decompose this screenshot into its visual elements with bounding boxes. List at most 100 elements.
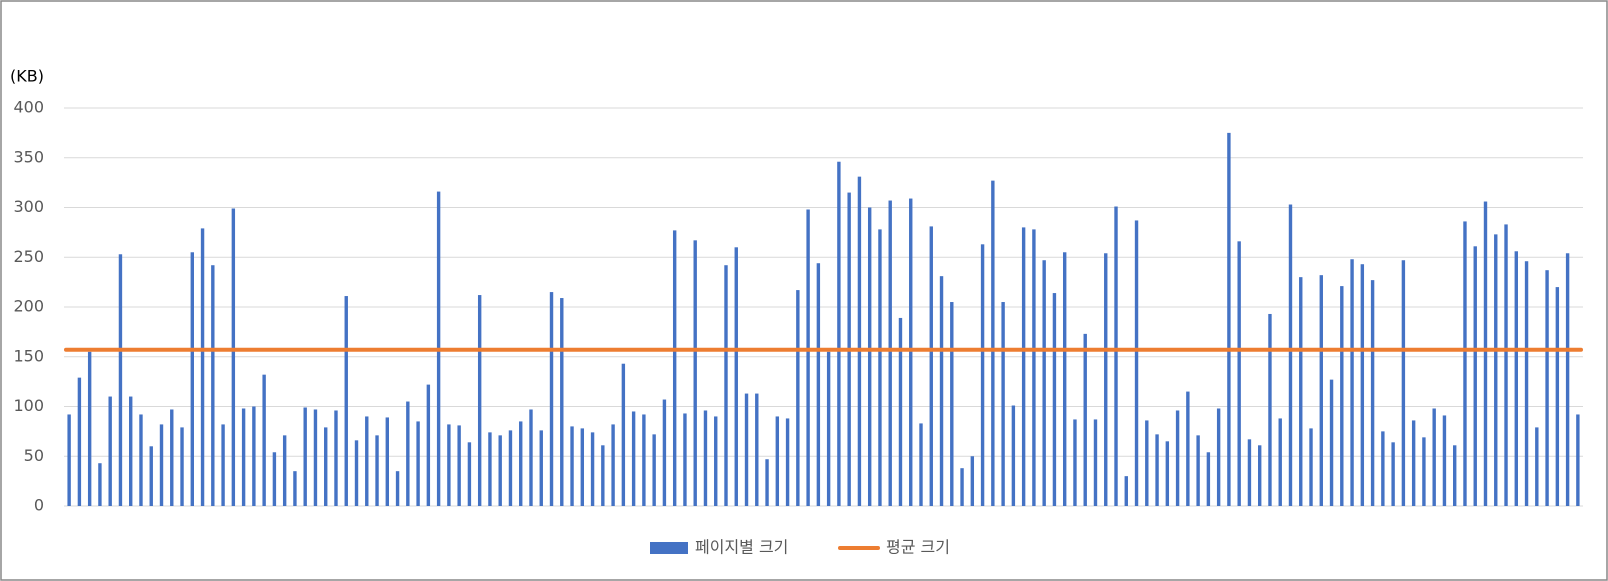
- bar: [354, 440, 359, 506]
- bar: [929, 226, 933, 506]
- bar: [447, 424, 451, 506]
- bar: [1114, 206, 1118, 506]
- bar: [683, 413, 687, 506]
- y-tick-label: 150: [13, 346, 44, 365]
- bar: [272, 452, 277, 506]
- bar: [118, 254, 123, 506]
- y-tick-label: 250: [13, 247, 44, 266]
- bar: [960, 468, 964, 506]
- bar: [939, 276, 944, 506]
- bar: [159, 424, 164, 506]
- bar: [324, 427, 328, 506]
- bar: [221, 424, 225, 506]
- bar: [1216, 408, 1221, 506]
- bar: [1052, 293, 1057, 506]
- bar: [1083, 333, 1087, 506]
- bar: [1524, 261, 1529, 506]
- bar: [457, 425, 461, 506]
- bar: [231, 208, 236, 506]
- bar: [570, 426, 574, 506]
- bar: [67, 414, 71, 506]
- bar: [1093, 419, 1098, 506]
- bar: [775, 416, 780, 506]
- bar: [857, 176, 862, 506]
- bar: [426, 384, 431, 506]
- bar: [1340, 286, 1344, 506]
- bar: [539, 430, 543, 506]
- bar: [724, 265, 728, 506]
- bar: [1011, 405, 1016, 506]
- y-tick-label: 400: [13, 98, 44, 117]
- bar: [477, 295, 482, 506]
- bar: [98, 463, 102, 506]
- bar: [867, 207, 872, 506]
- bar: [1278, 418, 1282, 506]
- bar: [560, 298, 564, 506]
- bar: [1350, 259, 1354, 506]
- bar: [170, 409, 174, 506]
- legend-swatch: [650, 542, 688, 554]
- bar: [672, 230, 677, 506]
- bar: [1565, 253, 1570, 506]
- bar: [1555, 287, 1560, 506]
- bar: [1196, 435, 1200, 506]
- bar: [796, 290, 800, 506]
- bar: [1299, 277, 1303, 506]
- bar: [806, 209, 810, 507]
- bar: [621, 363, 626, 506]
- bar: [970, 456, 975, 506]
- bar: [1442, 415, 1447, 506]
- bar: [1453, 445, 1457, 506]
- bar: [888, 200, 892, 506]
- bar: [1021, 227, 1026, 506]
- bar: [1473, 246, 1477, 506]
- bar: [662, 399, 667, 506]
- bar: [508, 430, 513, 506]
- bar: [898, 317, 903, 506]
- bar: [652, 434, 656, 506]
- bar: [950, 302, 954, 506]
- bar: [1463, 221, 1467, 506]
- bar: [714, 416, 718, 506]
- bar: [1186, 391, 1190, 506]
- y-tick-label: 0: [34, 496, 44, 515]
- bar: [519, 421, 523, 506]
- y-axis-label: (KB): [10, 67, 44, 86]
- bar: [139, 414, 143, 506]
- bar: [1247, 439, 1252, 506]
- bar: [1576, 414, 1580, 506]
- y-tick-label: 300: [13, 197, 44, 216]
- bar: [1032, 229, 1036, 506]
- bar: [77, 377, 82, 506]
- legend-label: 평균 크기: [886, 538, 950, 557]
- bar: [1042, 260, 1046, 506]
- bar: [611, 424, 615, 506]
- bar: [744, 393, 749, 506]
- bar: [1309, 428, 1313, 506]
- bar: [344, 296, 348, 506]
- bar: [1422, 437, 1426, 506]
- bar: [1165, 441, 1170, 506]
- bar: [919, 423, 923, 506]
- bar: [1432, 408, 1436, 506]
- bar: [395, 471, 400, 506]
- bar: [909, 198, 913, 507]
- y-tick-label: 100: [13, 396, 44, 415]
- bar: [1268, 313, 1272, 506]
- bar: [406, 401, 410, 506]
- bar: [385, 417, 390, 506]
- bar: [1288, 204, 1293, 506]
- bar: [1237, 241, 1241, 506]
- bar: [549, 292, 554, 506]
- bar: [211, 265, 215, 506]
- bar: [991, 180, 995, 506]
- bar: [765, 459, 769, 506]
- bar: [1062, 252, 1067, 506]
- bar: [282, 435, 287, 506]
- bar: [108, 396, 112, 506]
- bar: [1381, 431, 1385, 506]
- bar: [1134, 220, 1139, 506]
- legend-label: 페이지별 크기: [695, 538, 788, 557]
